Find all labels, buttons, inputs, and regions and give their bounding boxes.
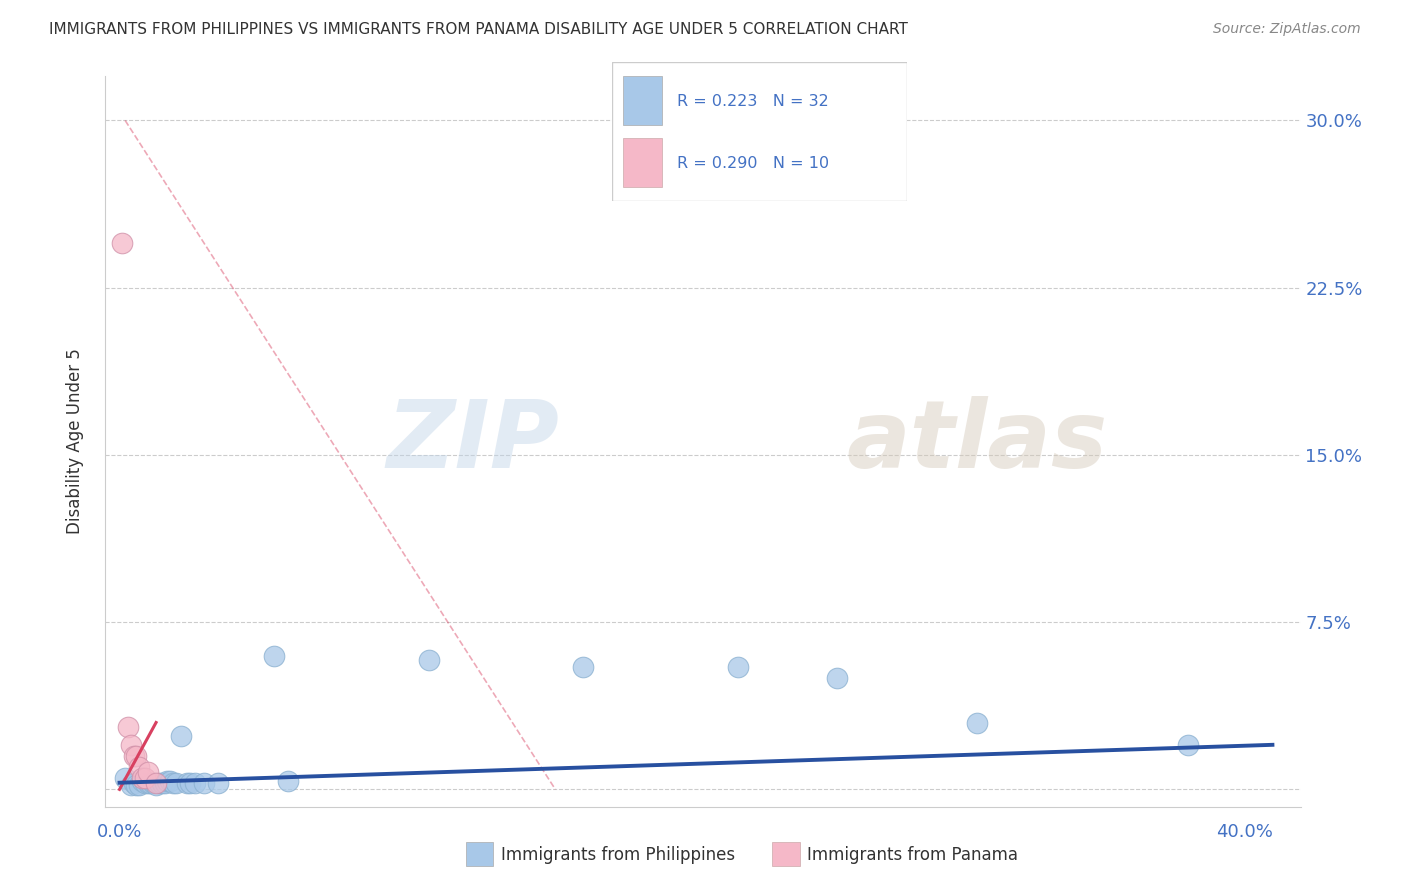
Text: 40.0%: 40.0% xyxy=(1216,822,1272,841)
FancyBboxPatch shape xyxy=(465,842,494,865)
Point xyxy=(131,773,153,788)
Point xyxy=(114,771,136,786)
Point xyxy=(111,235,134,250)
Point xyxy=(159,773,181,788)
Point xyxy=(207,776,229,790)
Point xyxy=(145,776,167,790)
Point xyxy=(142,776,165,790)
Point xyxy=(128,778,150,792)
Point xyxy=(193,776,215,790)
Point xyxy=(184,776,207,790)
Point xyxy=(148,776,170,790)
Point xyxy=(120,778,142,792)
Text: R = 0.223   N = 32: R = 0.223 N = 32 xyxy=(676,94,828,109)
Point xyxy=(134,776,156,790)
Text: Source: ZipAtlas.com: Source: ZipAtlas.com xyxy=(1213,22,1361,37)
Point xyxy=(131,771,153,786)
Point xyxy=(1177,738,1199,752)
FancyBboxPatch shape xyxy=(612,62,907,201)
Text: 0.0%: 0.0% xyxy=(97,822,142,841)
Point xyxy=(150,776,173,790)
Point xyxy=(170,729,193,743)
Point xyxy=(165,776,187,790)
Point xyxy=(145,778,167,792)
Point xyxy=(156,773,179,788)
FancyBboxPatch shape xyxy=(623,138,662,186)
Point xyxy=(572,660,595,674)
Point xyxy=(125,778,148,792)
Point xyxy=(134,771,156,786)
Point xyxy=(176,776,198,790)
Text: ZIP: ZIP xyxy=(387,395,560,488)
FancyBboxPatch shape xyxy=(772,842,800,865)
Text: Immigrants from Philippines: Immigrants from Philippines xyxy=(501,846,735,863)
Point xyxy=(263,648,285,663)
Point xyxy=(122,749,145,764)
Point xyxy=(825,671,848,685)
Text: R = 0.290   N = 10: R = 0.290 N = 10 xyxy=(676,156,828,171)
FancyBboxPatch shape xyxy=(623,77,662,125)
Text: Immigrants from Panama: Immigrants from Panama xyxy=(807,846,1018,863)
Point xyxy=(139,776,162,790)
Text: atlas: atlas xyxy=(846,395,1108,488)
Point xyxy=(122,776,145,790)
Point xyxy=(966,715,988,730)
Point xyxy=(120,738,142,752)
Point xyxy=(128,760,150,774)
Point xyxy=(727,660,749,674)
Point xyxy=(179,776,201,790)
Point xyxy=(418,653,440,667)
Point xyxy=(153,776,176,790)
Point xyxy=(117,720,139,734)
Point xyxy=(136,776,159,790)
Point xyxy=(136,764,159,779)
Y-axis label: Disability Age Under 5: Disability Age Under 5 xyxy=(66,349,84,534)
Point xyxy=(162,776,184,790)
Point xyxy=(277,773,299,788)
Text: IMMIGRANTS FROM PHILIPPINES VS IMMIGRANTS FROM PANAMA DISABILITY AGE UNDER 5 COR: IMMIGRANTS FROM PHILIPPINES VS IMMIGRANT… xyxy=(49,22,908,37)
Point xyxy=(125,749,148,764)
